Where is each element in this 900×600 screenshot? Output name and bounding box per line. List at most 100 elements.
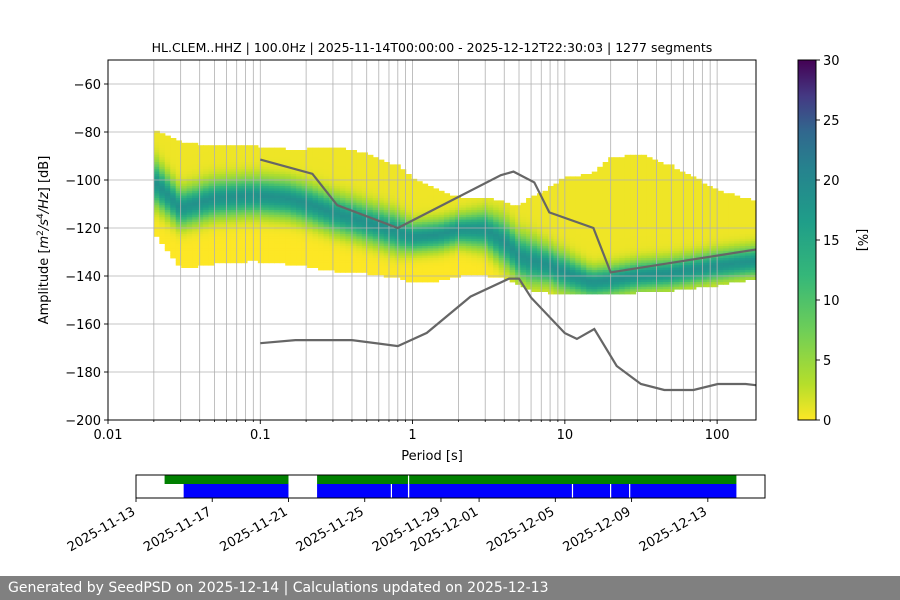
- density-cell: [602, 284, 609, 288]
- density-cell: [443, 195, 451, 199]
- density-cell: [197, 164, 204, 168]
- density-cell: [526, 222, 533, 225]
- density-cell: [531, 231, 538, 235]
- density-cell: [433, 236, 440, 240]
- density-cell: [383, 162, 390, 165]
- density-cell: [509, 260, 516, 264]
- density-cell: [679, 243, 686, 247]
- density-cell: [290, 248, 297, 252]
- density-cell: [547, 188, 555, 192]
- density-cell: [433, 224, 440, 228]
- density-cell: [197, 202, 204, 206]
- density-cell: [679, 210, 686, 213]
- density-cell: [263, 246, 270, 249]
- density-cell: [509, 217, 516, 220]
- density-cell: [553, 253, 560, 256]
- density-cell: [520, 265, 527, 268]
- density-cell: [537, 272, 544, 276]
- density-cell: [635, 286, 642, 290]
- density-cell: [274, 190, 281, 194]
- density-cell: [241, 152, 248, 156]
- density-cell: [329, 181, 336, 184]
- density-cell: [350, 169, 357, 172]
- density-cell: [339, 193, 347, 196]
- density-cell: [695, 260, 702, 264]
- density-cell: [635, 243, 642, 247]
- density-cell: [679, 284, 686, 288]
- density-cell: [285, 262, 292, 266]
- density-cell: [378, 231, 385, 235]
- density-cell: [531, 282, 538, 285]
- density-cell: [159, 200, 166, 204]
- density-cell: [378, 255, 385, 259]
- density-cell: [301, 159, 308, 163]
- density-cell: [219, 157, 226, 160]
- density-cell: [498, 272, 505, 276]
- density-cell: [542, 231, 549, 235]
- density-cell: [537, 234, 544, 237]
- density-cell: [208, 188, 215, 192]
- density-cell: [186, 265, 193, 268]
- density-cell: [646, 272, 653, 276]
- density-cell: [405, 241, 412, 244]
- density-cell: [339, 200, 347, 204]
- density-cell: [613, 229, 620, 232]
- density-cell: [739, 234, 746, 237]
- density-cell: [537, 222, 544, 225]
- density-cell: [520, 231, 527, 235]
- density-cell: [192, 248, 199, 252]
- density-cell: [520, 219, 527, 223]
- density-cell: [547, 241, 555, 244]
- density-cell: [274, 246, 281, 249]
- density-cell: [651, 183, 659, 187]
- density-cell: [580, 243, 587, 247]
- density-cell: [558, 250, 565, 254]
- density-cell: [657, 236, 664, 240]
- density-cell: [739, 229, 746, 232]
- density-cell: [427, 224, 434, 228]
- density-cell: [367, 243, 374, 247]
- density-cell: [591, 186, 598, 189]
- density-cell: [657, 214, 664, 218]
- density-cell: [630, 286, 637, 290]
- density-cell: [580, 236, 587, 240]
- density-cell: [159, 133, 166, 136]
- density-cell: [657, 202, 664, 206]
- density-cell: [416, 262, 423, 266]
- density-cell: [350, 166, 357, 170]
- density-cell: [192, 142, 199, 146]
- density-cell: [684, 231, 691, 235]
- density-cell: [454, 217, 461, 220]
- density-cell: [646, 174, 653, 177]
- density-cell: [684, 207, 691, 211]
- density-cell: [312, 193, 319, 196]
- density-cell: [159, 212, 166, 216]
- density-cell: [339, 162, 347, 165]
- density-cell: [734, 205, 741, 208]
- density-cell: [657, 205, 664, 208]
- density-cell: [597, 188, 604, 192]
- density-cell: [657, 176, 664, 180]
- density-cell: [586, 210, 593, 213]
- density-cell: [745, 200, 752, 204]
- density-cell: [476, 210, 483, 213]
- density-cell: [356, 270, 363, 273]
- density-cell: [372, 181, 379, 184]
- density-cell: [547, 229, 555, 232]
- density-cell: [383, 195, 390, 199]
- density-cell: [558, 198, 565, 201]
- density-cell: [673, 277, 680, 280]
- density-cell: [542, 210, 549, 213]
- density-cell: [597, 250, 604, 254]
- density-cell: [164, 217, 171, 220]
- density-cell: [723, 270, 730, 273]
- density-cell: [405, 270, 412, 273]
- density-cell: [537, 198, 544, 201]
- density-cell: [164, 181, 171, 184]
- density-cell: [602, 286, 609, 290]
- density-cell: [433, 265, 440, 268]
- density-cell: [662, 234, 670, 237]
- density-cell: [372, 162, 379, 165]
- density-cell: [422, 258, 429, 261]
- density-cell: [257, 147, 264, 151]
